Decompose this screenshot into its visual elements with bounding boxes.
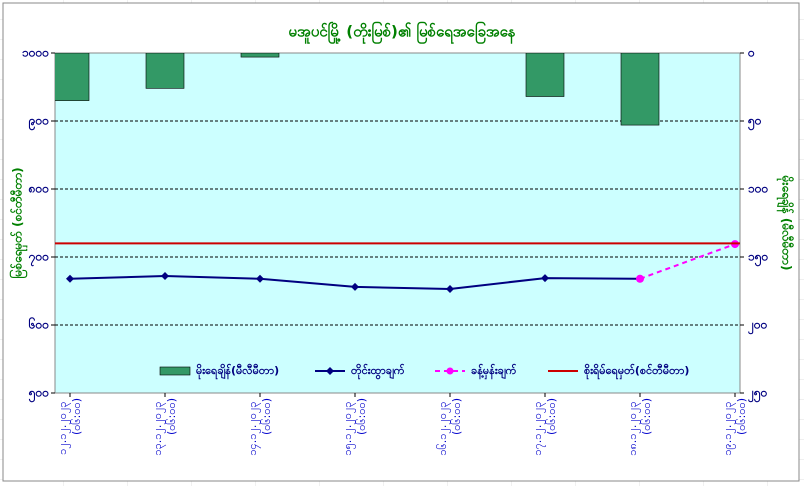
bar [620, 53, 660, 126]
bar [145, 53, 185, 89]
y-tick-label: ၉၀၀ [28, 114, 50, 132]
y2-tick-label: ၂၀၀ [747, 318, 768, 336]
legend-label: မိုးရေချိန်(မီလီမီတာ) [196, 363, 279, 380]
legend-swatch [159, 366, 191, 376]
y-axis-label: မြစ်ရေမှတ် (စင်တီမီတာ) [8, 167, 29, 278]
x-tick-label: ၁၉.၁၂.၂၀၂၃ (၀၆:၀၀) [721, 398, 748, 456]
legend-label: စိုးရိမ်ရေမှတ်(စင်တီမီတာ) [584, 363, 689, 380]
y2-axis-label: မိုးရေချိန် (မီလီမီတာ) [776, 175, 796, 271]
legend-marker [446, 367, 454, 375]
y-tick-label: ၅၀၀ [28, 386, 50, 404]
point [541, 274, 549, 283]
x-tick-label: ၁၆.၁၂.၂၀၂၃ (၀၆:၀၀) [436, 398, 463, 456]
y2-tick-label: ၀ [747, 46, 755, 60]
y-tick-label: ၆၀၀ [28, 316, 50, 332]
legend-marker [326, 367, 334, 375]
x-tick-label: ၁၂.၁၂.၂၀၂၃ (၀၆:၀၀) [56, 398, 83, 455]
x-tick-label: ၁၅.၁၂.၂၀၂၃ (၀၆:၀၀) [341, 398, 368, 456]
point [66, 274, 74, 283]
bar [240, 53, 280, 58]
bar [525, 53, 565, 97]
y2-tick-label: ၅၀ [747, 114, 762, 132]
y2-tick-label: ၁၀၀ [748, 182, 769, 196]
bar [55, 53, 90, 101]
x-tick-label: ၁၈.၁၂.၂၀၂၃ (၀၆:၀၀) [626, 398, 653, 456]
line [639, 243, 736, 280]
point [256, 274, 264, 283]
point [161, 272, 169, 281]
legend-label: တိုင်းထွာချက် [351, 363, 405, 380]
x-tick-label: ၁၃.၁၂.၂၀၂၃ (၀၆:၀၀) [151, 398, 178, 456]
y2-tick-label: ၂၅၀ [747, 386, 768, 404]
legend-label: ခန့်မှန်းချက် [471, 363, 517, 380]
y-tick-label: ၇၀၀ [28, 250, 50, 268]
plot-content [55, 53, 660, 126]
point [351, 282, 359, 291]
y2-tick-label: ၁၅၀ [748, 250, 769, 268]
x-tick-label: ၁၄.၁၂.၂၀၂၃ (၀၆:၀၀) [246, 398, 273, 456]
x-tick-label: ၁၇.၁၂.၂၀၂၃ (၀၆:၀၀) [531, 398, 558, 456]
point [446, 284, 454, 293]
y-tick-label: ၁၀၀၀ [22, 46, 49, 60]
y-tick-label: ၈၀၀ [28, 182, 50, 196]
point [636, 274, 644, 283]
